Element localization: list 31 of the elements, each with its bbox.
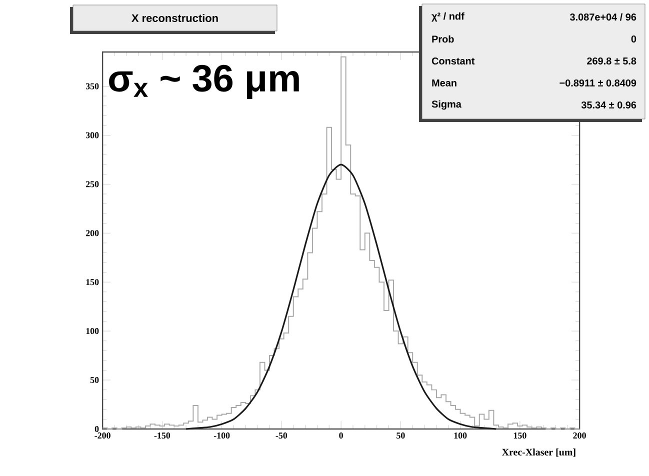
text: Prob <box>432 35 454 43</box>
text: χ² / ndf <box>432 12 464 22</box>
x-tick-label: 200 <box>573 432 586 439</box>
x-tick-label: -150 <box>154 432 170 439</box>
text: 35.34 ± 0.96 <box>581 101 636 109</box>
y-tick-label: 350 <box>86 83 99 90</box>
line-series <box>185 164 497 430</box>
text: 0 <box>631 35 636 43</box>
x-tick-label: -100 <box>214 432 230 439</box>
y-tick-label: 200 <box>86 230 99 236</box>
y-tick-label: 150 <box>86 279 99 286</box>
y-tick-label: 50 <box>90 376 99 384</box>
annotation: σ$_{x}$ ~ 36 μm <box>109 64 299 100</box>
chart-title: X reconstruction <box>132 14 218 22</box>
y-tick-label: 250 <box>86 181 99 188</box>
y-tick-label: 100 <box>86 328 99 334</box>
y-tick-label: 300 <box>86 132 99 138</box>
x-tick-label: 0 <box>339 432 343 439</box>
x-tick-label: 50 <box>396 432 405 439</box>
annotation: −0.8911 ± 0.8409 <box>560 79 636 87</box>
text: 3.087e+04 / 96 <box>570 13 636 21</box>
x-tick-label: 150 <box>514 432 526 439</box>
annotation: Mean <box>432 80 456 86</box>
y-tick-label: 0 <box>94 426 99 432</box>
x-tick-label: 100 <box>454 432 467 439</box>
x-axis-title: Xrec-Xlaser [um] <box>502 448 576 457</box>
x-tick-label: -50 <box>276 432 288 439</box>
annotation: Sigma <box>432 100 462 110</box>
x-tick-label: -200 <box>94 432 110 439</box>
text: 269.8 ± 5.8 <box>587 57 636 65</box>
annotation: Constant <box>432 57 475 65</box>
